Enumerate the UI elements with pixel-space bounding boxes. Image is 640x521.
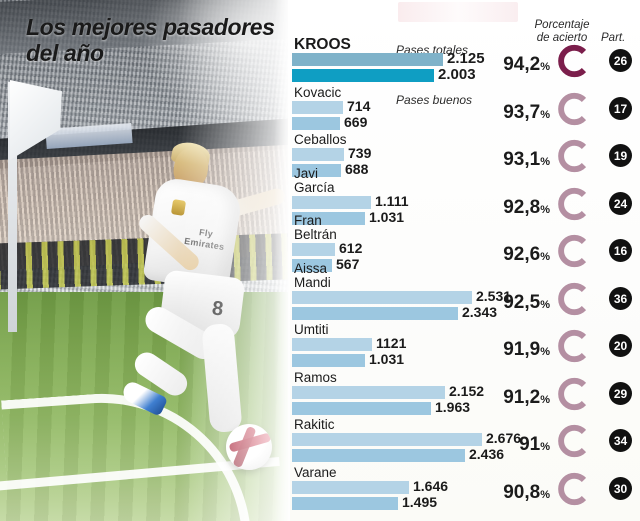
value-total-passes: 2.676 — [486, 430, 522, 446]
bar-good-passes — [292, 307, 458, 320]
value-total-passes: 2.531 — [476, 288, 512, 304]
bar-total-passes — [292, 338, 372, 351]
bar-total-passes — [292, 148, 344, 161]
matches-badge: 29 — [609, 382, 632, 405]
player-name: Javi García — [294, 166, 335, 195]
header-percentage: Porcentaje de acierto — [534, 19, 590, 44]
bar-good-passes — [292, 449, 465, 462]
accuracy-percentage: 92,6% — [503, 244, 550, 265]
bar-total-passes — [292, 101, 343, 114]
accuracy-percentage: 91,2% — [503, 387, 550, 408]
accuracy-donut-icon — [556, 472, 590, 506]
player-name: Varane — [294, 465, 337, 480]
value-good-passes: 2.343 — [462, 304, 498, 320]
bar-good-passes — [292, 212, 365, 225]
watermark-artifact — [398, 2, 518, 22]
bar-good-passes — [292, 69, 434, 82]
matches-badge: 17 — [609, 97, 632, 120]
bar-total-passes — [292, 196, 371, 209]
bar-good-passes — [292, 259, 332, 272]
value-good-passes: 2.003 — [438, 66, 476, 83]
page-title: Los mejores pasadores del año — [26, 14, 275, 66]
accuracy-donut-icon — [556, 44, 590, 78]
value-good-passes: 1.031 — [369, 351, 405, 367]
header-participation: Part. — [601, 32, 626, 44]
value-total-passes: 2.125 — [447, 50, 485, 67]
matches-badge: 20 — [609, 334, 632, 357]
player-name: Ceballos — [294, 132, 347, 147]
matches-badge: 26 — [609, 49, 632, 72]
photo-fade-overlay — [0, 0, 296, 521]
accuracy-donut-icon — [556, 377, 590, 411]
bar-total-passes — [292, 291, 472, 304]
value-total-passes: 2.152 — [449, 383, 485, 399]
value-good-passes: 688 — [345, 161, 369, 177]
matches-badge: 19 — [609, 144, 632, 167]
accuracy-donut-icon — [556, 424, 590, 458]
legend-good-passes: Pases buenos — [396, 93, 473, 107]
bar-good-passes — [292, 164, 341, 177]
matches-badge: 36 — [609, 287, 632, 310]
accuracy-percentage: 91% — [519, 434, 550, 455]
accuracy-percentage: 91,9% — [503, 339, 550, 360]
player-name: Fran Beltrán — [294, 213, 337, 242]
player-name: Ramos — [294, 370, 337, 385]
bar-total-passes — [292, 53, 443, 66]
accuracy-donut-icon — [556, 139, 590, 173]
bar-good-passes — [292, 497, 398, 510]
value-good-passes: 1.963 — [435, 399, 471, 415]
player-name: Aissa Mandi — [294, 261, 331, 290]
accuracy-percentage: 93,7% — [503, 102, 550, 123]
accuracy-percentage: 92,5% — [503, 292, 550, 313]
value-total-passes: 1.646 — [413, 478, 449, 494]
value-good-passes: 1.031 — [369, 209, 405, 225]
bar-total-passes — [292, 243, 335, 256]
accuracy-percentage: 93,1% — [503, 149, 550, 170]
bar-good-passes — [292, 117, 340, 130]
value-good-passes: 669 — [344, 114, 368, 130]
value-total-passes: 714 — [347, 98, 371, 114]
accuracy-percentage: 94,2% — [503, 54, 550, 75]
accuracy-percentage: 90,8% — [503, 482, 550, 503]
accuracy-donut-icon — [556, 92, 590, 126]
bar-good-passes — [292, 402, 431, 415]
player-name: Rakitic — [294, 417, 335, 432]
matches-badge: 30 — [609, 477, 632, 500]
value-total-passes: 1.111 — [375, 193, 409, 209]
bar-good-passes — [292, 354, 365, 367]
accuracy-donut-icon — [556, 187, 590, 221]
matches-badge: 16 — [609, 239, 632, 262]
value-total-passes: 612 — [339, 240, 363, 256]
player-name: Kovacic — [294, 85, 342, 100]
value-good-passes: 567 — [336, 256, 360, 272]
accuracy-donut-icon — [556, 282, 590, 316]
player-name: KROOS — [294, 36, 351, 53]
accuracy-donut-icon — [556, 329, 590, 363]
bar-total-passes — [292, 481, 409, 494]
value-total-passes: 739 — [348, 145, 372, 161]
player-name: Umtiti — [294, 322, 329, 337]
panel-left-fade — [274, 0, 290, 521]
accuracy-percentage: 92,8% — [503, 197, 550, 218]
matches-badge: 34 — [609, 429, 632, 452]
value-good-passes: 2.436 — [469, 446, 505, 462]
bar-total-passes — [292, 386, 445, 399]
matches-badge: 24 — [609, 192, 632, 215]
value-total-passes: 1121 — [376, 335, 407, 351]
accuracy-donut-icon — [556, 234, 590, 268]
value-good-passes: 1.495 — [402, 494, 438, 510]
bar-total-passes — [292, 433, 482, 446]
player-photo: Fly Emirates 8 — [0, 0, 296, 521]
